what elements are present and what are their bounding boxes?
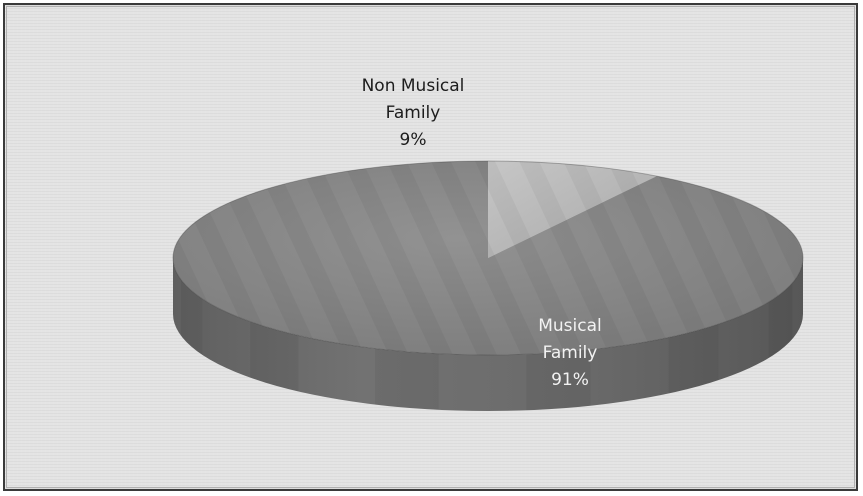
pie-side-shade — [375, 348, 439, 410]
pie-side-shade — [668, 324, 719, 394]
pie-side-wall — [173, 258, 803, 411]
pie-side-shade — [526, 349, 591, 411]
pie-slice-texture — [173, 161, 804, 355]
pie-rim — [172, 160, 804, 356]
pie-side-shade — [768, 283, 793, 359]
slice-label-line: Musical — [538, 316, 602, 336]
pie-chart: Non Musical Family 9% Musical Family 91% — [172, 76, 804, 411]
pie-slice-texture — [488, 161, 657, 258]
chart-area: Non Musical Family 9% Musical Family 91% — [3, 3, 858, 491]
slice-percent-label: 91% — [551, 370, 589, 390]
slice-percent-label: 9% — [400, 130, 427, 150]
slice-label-line: Family — [543, 343, 598, 363]
slice-label-musical-family: Musical Family 91% — [538, 316, 602, 390]
slice-label-non-musical-family: Non Musical Family 9% — [362, 76, 465, 150]
slice-label-line: Family — [386, 103, 441, 123]
slice-label-line: Non Musical — [362, 76, 465, 96]
pie-side-shade — [181, 279, 203, 355]
pie-side-shade — [250, 321, 299, 392]
